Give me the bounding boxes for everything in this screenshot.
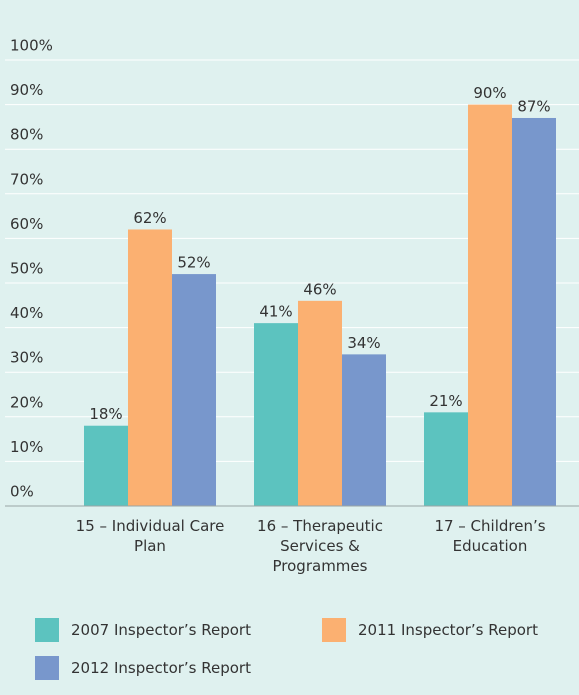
legend-item: 2011 Inspector’s Report [322, 618, 538, 642]
data-label: 34% [347, 334, 380, 352]
y-tick-label: 100% [10, 37, 53, 55]
y-tick-label: 60% [10, 215, 43, 233]
x-tick-label: 15 – Individual Care Plan [75, 517, 225, 555]
y-tick-label: 80% [10, 126, 43, 144]
data-label: 41% [259, 303, 292, 321]
bar [128, 229, 172, 507]
bar [512, 117, 556, 506]
y-tick-label: 10% [10, 438, 43, 456]
data-label: 18% [89, 405, 122, 423]
y-tick-label: 0% [10, 483, 34, 501]
y-tick-label: 70% [10, 170, 43, 188]
y-tick-label: 30% [10, 349, 43, 367]
legend-label: 2011 Inspector’s Report [358, 621, 538, 639]
y-tick-label: 90% [10, 81, 43, 99]
data-label: 52% [177, 254, 210, 272]
y-tick-label: 40% [10, 304, 43, 322]
bar [424, 412, 468, 506]
data-label: 90% [473, 84, 506, 102]
bar [468, 104, 512, 506]
legend-item: 2012 Inspector’s Report [35, 656, 251, 680]
bar [254, 323, 298, 506]
legend-label: 2007 Inspector’s Report [71, 621, 251, 639]
bar [298, 300, 342, 506]
data-label: 87% [517, 97, 550, 115]
bar [172, 274, 216, 506]
legend-swatch [35, 618, 59, 642]
data-label: 62% [133, 209, 166, 227]
data-label: 21% [429, 392, 462, 410]
bar [84, 425, 128, 506]
legend-item: 2007 Inspector’s Report [35, 618, 251, 642]
y-tick-label: 20% [10, 393, 43, 411]
x-tick-label: 16 – Therapeutic Services & Programmes [257, 517, 383, 575]
legend-swatch [322, 618, 346, 642]
x-tick-label: 17 – Children’s Education [434, 517, 546, 555]
y-tick-label: 50% [10, 260, 43, 278]
legend-label: 2012 Inspector’s Report [71, 659, 251, 677]
data-label: 46% [303, 280, 336, 298]
bar [342, 354, 386, 506]
legend-swatch [35, 656, 59, 680]
